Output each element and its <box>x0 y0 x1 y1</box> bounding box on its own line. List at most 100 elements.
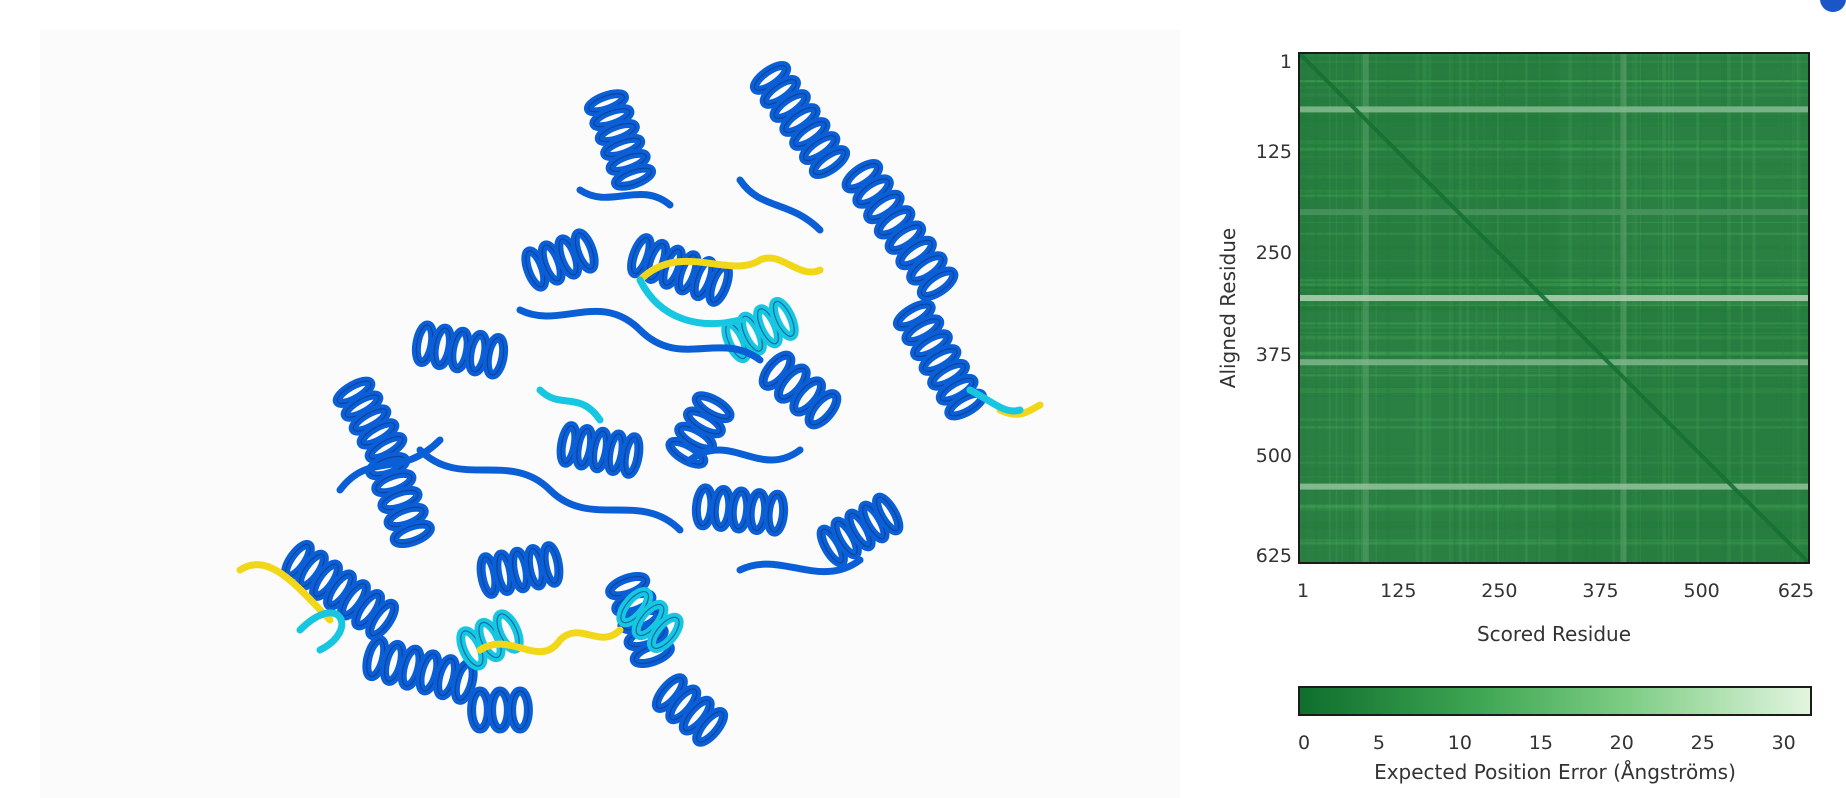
heatmap-texture-row <box>1300 163 1808 166</box>
colorbar-ticks: 0 5 10 15 20 25 30 <box>1298 732 1812 756</box>
heatmap-texture-row <box>1300 259 1808 262</box>
heatmap-texture-row <box>1300 455 1808 457</box>
heatmap-texture-col <box>1354 54 1357 562</box>
heatmap-texture-col <box>1592 54 1596 562</box>
heatmap-texture-row <box>1300 351 1808 354</box>
protein-cartoon[interactable] <box>40 30 1180 798</box>
colorbar-tick-label: 25 <box>1690 732 1715 754</box>
heatmap-texture-row <box>1300 504 1808 509</box>
heatmap-texture-row <box>1300 390 1808 393</box>
heatmap-texture-row <box>1300 148 1808 151</box>
heatmap-texture-col <box>1639 54 1641 562</box>
heatmap-texture-col <box>1581 54 1584 562</box>
heatmap-texture-col <box>1726 54 1731 562</box>
heatmap-texture-col <box>1752 54 1756 562</box>
heatmap-texture-col <box>1458 54 1463 562</box>
heatmap-texture-col <box>1375 54 1377 562</box>
heatmap-texture-row <box>1300 461 1808 464</box>
heatmap-texture-col <box>1415 54 1420 562</box>
helix-turn-outline <box>486 336 505 376</box>
heatmap-texture-row <box>1300 389 1808 393</box>
heatmap-texture-row <box>1300 285 1808 290</box>
coil-loop <box>516 306 764 364</box>
heatmap-texture-col <box>1794 54 1796 562</box>
helix-turn-outline <box>543 545 560 584</box>
heatmap-texture-row <box>1300 371 1808 373</box>
heatmap-high-error-row <box>1300 483 1808 490</box>
heatmap-texture-col <box>1517 54 1521 562</box>
heatmap-texture-row <box>1300 395 1808 397</box>
helix-turn-outline <box>920 270 955 298</box>
heatmap-texture-col <box>1453 54 1456 562</box>
heatmap-texture-row <box>1300 374 1808 377</box>
heatmap-texture-col <box>1662 54 1666 562</box>
heatmap-texture-row <box>1300 117 1808 121</box>
structure-viewer-3d[interactable] <box>40 30 1180 798</box>
helix-turn-outline <box>393 523 431 545</box>
alpha-helix <box>841 159 959 301</box>
heatmap-texture-row <box>1300 138 1808 140</box>
alpha-helix <box>749 61 851 179</box>
alpha-helix <box>665 391 735 469</box>
helix-turn-outline <box>695 395 731 420</box>
y-tick-label: 500 <box>1255 444 1292 467</box>
heatmap-texture-row <box>1300 175 1808 179</box>
heatmap-texture-row <box>1300 93 1808 97</box>
heatmap-texture-col <box>1672 54 1674 562</box>
heatmap-texture-row <box>1300 508 1808 511</box>
helix-turn-outline <box>650 616 680 649</box>
alpha-helix <box>556 421 644 479</box>
heatmap-texture-col <box>1360 54 1363 562</box>
y-tick-label: 625 <box>1255 545 1292 567</box>
heatmap-texture-col <box>1790 54 1795 562</box>
heatmap-texture-row <box>1300 79 1808 82</box>
pae-plot-panel: Aligned Residue 1 125 250 375 500 625 1 125 250… <box>1200 40 1846 798</box>
heatmap-texture-row <box>1300 322 1808 325</box>
helix-turn-outline <box>614 167 653 187</box>
y-tick-label: 125 <box>1255 141 1292 164</box>
heatmap-texture-row <box>1300 123 1808 125</box>
heatmap-texture-col <box>1497 54 1499 562</box>
heatmap-texture-col <box>1466 54 1469 562</box>
heatmap-texture-row <box>1300 388 1808 390</box>
heatmap-texture-col <box>1483 54 1485 562</box>
heatmap-texture-row <box>1300 122 1808 126</box>
pae-heatmap[interactable] <box>1298 52 1810 564</box>
heatmap-texture-row <box>1300 524 1808 529</box>
heatmap-texture-row <box>1300 282 1808 287</box>
heatmap-texture-col <box>1360 54 1365 562</box>
heatmap-texture-col <box>1657 54 1659 562</box>
coil-loop <box>736 556 864 576</box>
heatmap-texture-row <box>1300 194 1808 197</box>
heatmap-texture-col <box>1314 54 1318 562</box>
heatmap-texture-row <box>1300 277 1808 280</box>
heatmap-texture-row <box>1300 232 1808 235</box>
heatmap-texture-row <box>1300 54 1808 57</box>
heatmap-texture-col <box>1341 54 1343 562</box>
alpha-helix <box>892 299 988 421</box>
colorbar-tick-label: 20 <box>1609 732 1634 754</box>
heatmap-texture-row <box>1300 418 1808 422</box>
heatmap-texture-row <box>1300 335 1808 337</box>
alpha-helix <box>721 296 799 364</box>
alpha-helix <box>332 376 408 464</box>
heatmap-texture-col <box>1536 54 1538 562</box>
corner-button-icon[interactable] <box>1820 0 1846 12</box>
heatmap-texture-row <box>1300 279 1808 282</box>
coil-loop <box>296 609 346 654</box>
heatmap-texture-col <box>1335 54 1338 562</box>
heatmap-high-error-row <box>1300 106 1808 113</box>
heatmap-high-error-row <box>1300 359 1808 366</box>
colorbar-tick-label: 10 <box>1447 732 1472 754</box>
alpha-helix <box>365 452 435 548</box>
heatmap-texture-row <box>1300 147 1808 151</box>
x-tick-label: 1 <box>1296 580 1310 602</box>
heatmap-high-error-column <box>1620 54 1627 562</box>
heatmap-texture-row <box>1300 475 1808 478</box>
y-tick-label: 250 <box>1255 242 1292 265</box>
coil-loop <box>576 186 674 209</box>
heatmap-texture-col <box>1352 54 1355 562</box>
heatmap-texture-col <box>1426 54 1429 562</box>
heatmap-texture-row <box>1300 189 1808 194</box>
x-axis-ticks: 1 125 250 375 500 625 <box>1296 580 1814 604</box>
